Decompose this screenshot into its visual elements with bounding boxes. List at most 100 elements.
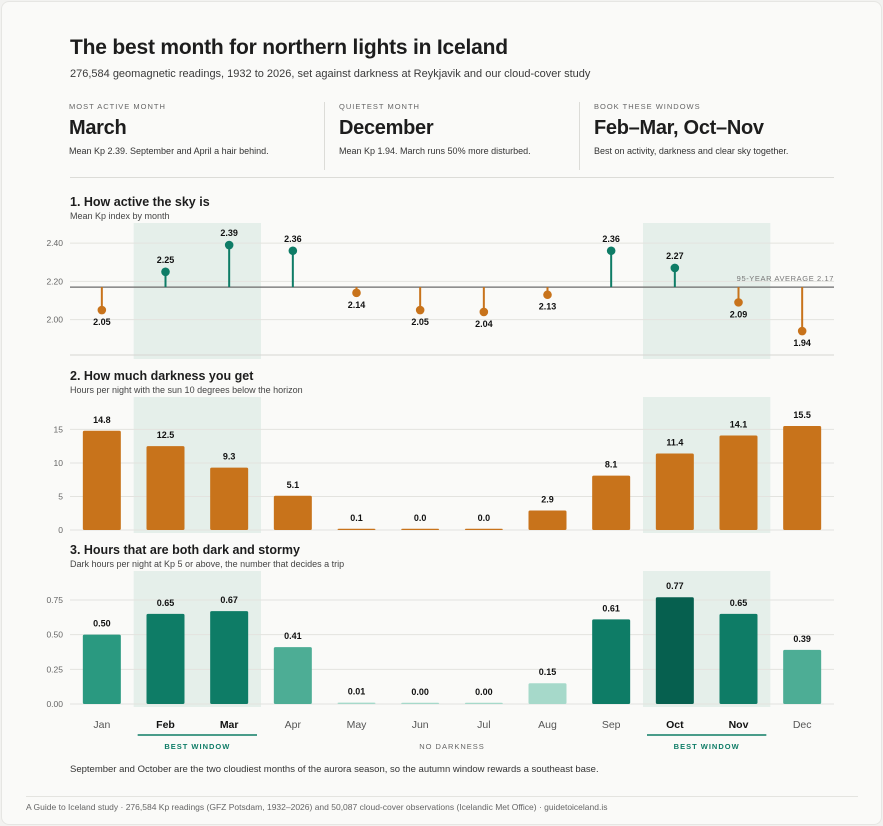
- x-tick-label: Dec: [793, 719, 812, 731]
- x-tick-label: Feb: [156, 719, 175, 731]
- section-title: 2. How much darkness you get: [70, 369, 254, 383]
- bar: [146, 446, 185, 530]
- data-label: 14.1: [730, 419, 748, 429]
- lollipop-point: [161, 267, 170, 277]
- kpi-most-active: MOST ACTIVE MONTH March Mean Kp 2.39. Se…: [69, 102, 269, 170]
- kpi-value: Feb–Mar, Oct–Nov: [594, 117, 764, 139]
- bar: [783, 426, 822, 530]
- y-tick-label: 2.40: [46, 238, 63, 248]
- data-label: 0.61: [602, 603, 620, 613]
- data-label: 2.09: [730, 309, 748, 319]
- kpi-divider: [579, 102, 580, 170]
- data-label: 0.01: [348, 687, 366, 697]
- x-tick-label: Oct: [666, 719, 684, 731]
- data-label: 2.36: [602, 234, 620, 244]
- data-label: 5.1: [287, 480, 300, 490]
- bar: [210, 611, 249, 704]
- lollipop-point: [224, 240, 234, 250]
- bar: [146, 613, 185, 704]
- data-label: 14.8: [93, 415, 111, 425]
- y-tick-label: 10: [54, 458, 64, 468]
- section-subtitle: Hours per night with the sun 10 degrees …: [70, 385, 303, 395]
- bar: [337, 528, 376, 530]
- lollipop-point: [97, 305, 107, 315]
- window-label: BEST WINDOW: [674, 742, 740, 751]
- bar: [719, 435, 758, 530]
- x-tick-label: Mar: [220, 719, 239, 731]
- data-label: 0.77: [666, 581, 684, 591]
- y-tick-label: 0: [58, 525, 63, 535]
- lollipop-point: [543, 290, 552, 300]
- bar: [719, 613, 758, 704]
- bar: [592, 475, 631, 530]
- kpi-label: BOOK THESE WINDOWS: [594, 102, 701, 111]
- window-label: BEST WINDOW: [164, 742, 230, 751]
- lollipop-point: [288, 246, 298, 256]
- bar: [783, 649, 822, 704]
- data-label: 2.13: [539, 302, 557, 312]
- lollipop-point: [797, 326, 807, 336]
- footnote: September and October are the two cloudi…: [70, 764, 599, 775]
- data-label: 0.0: [478, 513, 491, 523]
- y-tick-label: 0.00: [46, 699, 63, 709]
- data-label: 1.94: [793, 338, 811, 348]
- x-tick-label: Apr: [285, 719, 302, 731]
- data-label: 0.1: [350, 513, 363, 523]
- data-label: 0.00: [411, 687, 429, 697]
- divider: [70, 177, 834, 178]
- lollipop-point: [479, 307, 489, 317]
- x-tick-label: Aug: [538, 719, 557, 731]
- data-label: 0.41: [284, 631, 302, 641]
- lollipop-point: [415, 305, 425, 315]
- bar: [82, 634, 121, 704]
- data-label: 0.50: [93, 619, 111, 629]
- lollipop-point: [734, 298, 743, 307]
- data-label: 11.4: [666, 438, 683, 448]
- data-label: 15.5: [793, 410, 811, 420]
- data-label: 2.05: [411, 317, 429, 327]
- data-label: 2.05: [93, 317, 111, 327]
- data-label: 0.00: [475, 687, 493, 697]
- x-tick-label: Jun: [412, 719, 429, 731]
- kpi-label: MOST ACTIVE MONTH: [69, 102, 166, 111]
- kpi-note: Mean Kp 2.39. September and April a hair…: [69, 146, 269, 156]
- source-footer: A Guide to Iceland study · 276,584 Kp re…: [26, 802, 608, 812]
- lollipop-point: [670, 263, 680, 273]
- data-label: 0.15: [539, 667, 557, 677]
- kpi-note: Mean Kp 1.94. March runs 50% more distur…: [339, 146, 531, 156]
- window-label: NO DARKNESS: [419, 742, 485, 751]
- page-subtitle: 276,584 geomagnetic readings, 1932 to 20…: [70, 68, 591, 80]
- kpi-book-windows: BOOK THESE WINDOWS Feb–Mar, Oct–Nov Best…: [594, 102, 788, 170]
- bar: [273, 647, 312, 704]
- kpi-note: Best on activity, darkness and clear sky…: [594, 146, 789, 156]
- y-tick-label: 2.00: [46, 315, 63, 325]
- bar: [528, 510, 567, 530]
- bar: [337, 702, 376, 704]
- section-subtitle: Mean Kp index by month: [70, 211, 170, 221]
- kpi-value: March: [69, 117, 127, 139]
- data-label: 2.04: [475, 319, 493, 329]
- data-label: 2.27: [666, 251, 684, 261]
- data-label: 2.39: [220, 228, 238, 238]
- data-label: 2.36: [284, 234, 302, 244]
- data-label: 0.65: [730, 598, 748, 608]
- data-label: 2.25: [157, 255, 175, 265]
- data-label: 0.65: [157, 598, 175, 608]
- kpi-label: QUIETEST MONTH: [339, 102, 420, 111]
- y-tick-label: 2.20: [46, 276, 63, 286]
- data-label: 0.0: [414, 513, 427, 523]
- data-label: 0.67: [220, 595, 238, 605]
- footer-divider: [26, 796, 858, 797]
- y-tick-label: 15: [54, 424, 64, 434]
- bar: [401, 528, 440, 530]
- bar: [655, 597, 694, 704]
- data-label: 0.39: [793, 634, 811, 644]
- bar: [82, 430, 121, 530]
- x-tick-label: Nov: [729, 719, 749, 731]
- data-label: 2.9: [541, 495, 554, 505]
- bar: [528, 683, 567, 704]
- data-label: 8.1: [605, 460, 618, 470]
- kpi-quietest: QUIETEST MONTH December Mean Kp 1.94. Ma…: [339, 102, 531, 170]
- y-tick-label: 0.50: [46, 630, 63, 640]
- y-tick-label: 5: [58, 491, 63, 501]
